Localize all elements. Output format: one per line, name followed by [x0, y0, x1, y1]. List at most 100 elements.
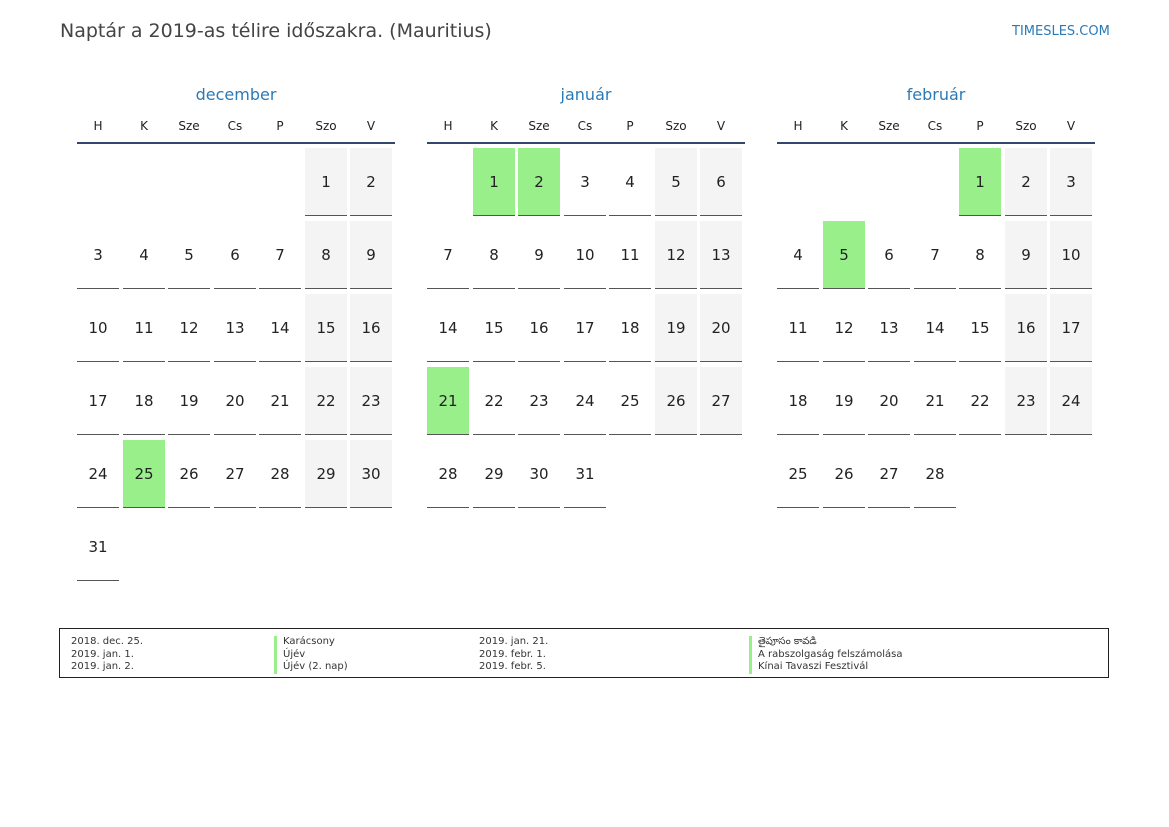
day-cell: 22 — [305, 367, 347, 435]
day-cell: 31 — [77, 513, 119, 581]
day-cell: 7 — [914, 221, 956, 289]
day-cell: 13 — [214, 294, 256, 362]
weekday-label: Cs — [577, 119, 593, 133]
day-cell: 6 — [214, 221, 256, 289]
weekday-label: Sze — [528, 119, 550, 133]
weekday-label: V — [1066, 119, 1076, 133]
weekday-label: Cs — [227, 119, 243, 133]
weekday-label: K — [490, 119, 498, 133]
day-cell: 24 — [1050, 367, 1092, 435]
day-cell: 15 — [959, 294, 1001, 362]
weekday-label: H — [93, 119, 103, 133]
legend-date: 2019. febr. 5. — [479, 661, 546, 672]
legend-names-col-2: తైపూసం కావడి A rabszolgaság felszámolása… — [749, 636, 902, 674]
weekday-label: K — [140, 119, 148, 133]
weekday-label: V — [716, 119, 726, 133]
day-cell: 22 — [473, 367, 515, 435]
day-cell: 16 — [1005, 294, 1047, 362]
day-cell: 18 — [609, 294, 651, 362]
day-cell: 16 — [350, 294, 392, 362]
day-cell: 13 — [868, 294, 910, 362]
month-2: február H K Sze Cs P Szo V 1 2 3 4 5 6 7 8 9 10 11 12 13 14 15… — [777, 84, 1095, 508]
day-cell: 11 — [123, 294, 165, 362]
weekday-label: P — [626, 119, 634, 133]
day-cell: 29 — [473, 440, 515, 508]
day-cell: 14 — [427, 294, 469, 362]
day-cell: 12 — [655, 221, 697, 289]
day-cell: 3 — [564, 148, 606, 216]
weekday-label: Sze — [178, 119, 200, 133]
weekday-header: H K Sze Cs P Szo V — [77, 120, 395, 144]
legend-date: 2018. dec. 25. — [71, 636, 144, 647]
day-cell: 21 — [914, 367, 956, 435]
day-cell: 11 — [777, 294, 819, 362]
weekday-label: K — [840, 119, 848, 133]
weekday-header: H K Sze Cs P Szo V — [427, 120, 745, 144]
day-cell: 9 — [350, 221, 392, 289]
legend-holiday-name: తైపూసం కావడి — [749, 636, 902, 649]
day-cell: 27 — [868, 440, 910, 508]
legend-holiday-name: Újév (2. nap) — [274, 661, 348, 674]
weekday-label: V — [366, 119, 376, 133]
day-cell: 21 — [259, 367, 301, 435]
day-cell: 16 — [518, 294, 560, 362]
legend-date: 2019. jan. 1. — [71, 648, 134, 660]
month-0: december H K Sze Cs P Szo V 1 2 3 4 5 6 7 8 9 10 11 12 13 14 1… — [77, 84, 395, 581]
day-cell: 28 — [914, 440, 956, 508]
day-cell: 17 — [1050, 294, 1092, 362]
day-cell: 17 — [77, 367, 119, 435]
day-cell: 12 — [168, 294, 210, 362]
weekday-label: P — [276, 119, 284, 133]
day-cell: 26 — [168, 440, 210, 508]
legend-holiday-name: Újév — [274, 648, 348, 661]
day-cell: 8 — [959, 221, 1001, 289]
day-cell: 20 — [868, 367, 910, 435]
weekday-label: Cs — [927, 119, 943, 133]
day-cell: 20 — [700, 294, 742, 362]
holiday-day-cell: 1 — [959, 148, 1001, 216]
day-cell: 23 — [1005, 367, 1047, 435]
day-cell: 11 — [609, 221, 651, 289]
day-cell: 29 — [305, 440, 347, 508]
day-cell: 15 — [305, 294, 347, 362]
day-cell: 25 — [609, 367, 651, 435]
weekday-label: P — [976, 119, 984, 133]
holiday-day-cell: 1 — [473, 148, 515, 216]
page-title: Naptár a 2019-as télire időszakra. (Maur… — [60, 20, 492, 42]
day-cell: 12 — [823, 294, 865, 362]
day-cell: 30 — [518, 440, 560, 508]
day-cell: 9 — [518, 221, 560, 289]
day-cell: 1 — [305, 148, 347, 216]
weekday-label: Szo — [1015, 119, 1037, 133]
day-cell: 27 — [214, 440, 256, 508]
day-cell: 26 — [823, 440, 865, 508]
day-cell: 10 — [77, 294, 119, 362]
day-cell: 23 — [350, 367, 392, 435]
month-name: február — [906, 85, 966, 104]
day-cell: 4 — [609, 148, 651, 216]
holiday-day-cell: 21 — [427, 367, 469, 435]
day-cell: 5 — [168, 221, 210, 289]
day-cell: 30 — [350, 440, 392, 508]
weekday-label: H — [443, 119, 453, 133]
legend-holiday-name: Kínai Tavaszi Fesztivál — [749, 661, 902, 674]
day-cell: 3 — [1050, 148, 1092, 216]
day-cell: 19 — [168, 367, 210, 435]
day-cell: 7 — [427, 221, 469, 289]
day-cell: 4 — [777, 221, 819, 289]
day-cell: 20 — [214, 367, 256, 435]
legend-date: 2019. jan. 21. — [479, 636, 549, 647]
day-cell: 27 — [700, 367, 742, 435]
day-cell: 14 — [259, 294, 301, 362]
day-cell: 3 — [77, 221, 119, 289]
day-cell: 14 — [914, 294, 956, 362]
day-cell: 19 — [655, 294, 697, 362]
holiday-day-cell: 2 — [518, 148, 560, 216]
day-cell: 25 — [777, 440, 819, 508]
day-cell: 5 — [655, 148, 697, 216]
day-cell: 13 — [700, 221, 742, 289]
brand-link[interactable]: TIMESLES.COM — [1012, 24, 1110, 39]
day-cell: 6 — [700, 148, 742, 216]
day-cell: 22 — [959, 367, 1001, 435]
day-cell: 31 — [564, 440, 606, 508]
